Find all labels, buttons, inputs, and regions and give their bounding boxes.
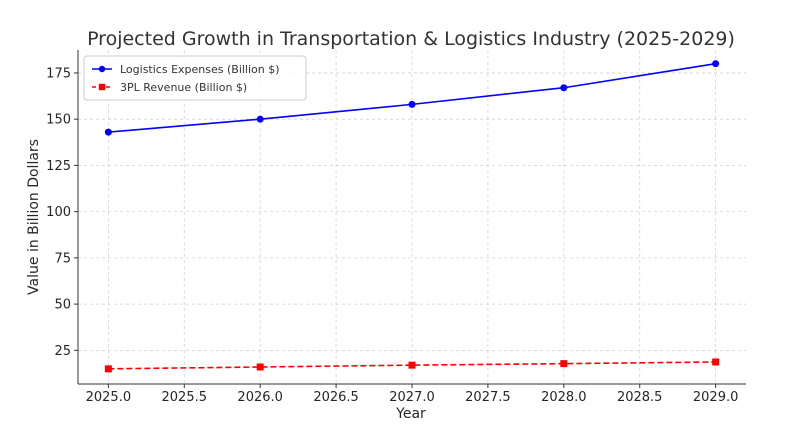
y-tick-label: 125 — [46, 159, 71, 174]
chart-title: Projected Growth in Transportation & Log… — [87, 28, 735, 50]
y-tick-label: 150 — [46, 113, 71, 128]
x-tick-label: 2027.0 — [389, 390, 435, 405]
x-tick-label: 2028.5 — [617, 390, 663, 405]
y-tick-label: 75 — [54, 251, 71, 266]
y-tick-label: 100 — [46, 205, 71, 220]
plot-area — [104, 60, 720, 373]
series-0-point — [256, 115, 264, 123]
x-tick-label: 2025.0 — [86, 390, 132, 405]
x-axis: 2025.0 2025.5 2026.0 2026.5 2027.0 2027.5 2028… — [86, 384, 739, 405]
legend: Logistics Expenses (Billion $) 3PL Revenu… — [83, 55, 307, 101]
legend-label-1: 3PL Revenue (Billion $) — [120, 81, 247, 94]
legend-marker-1 — [98, 83, 106, 91]
y-tick-label: 175 — [46, 66, 71, 81]
series-1-point — [408, 361, 416, 369]
x-tick-label: 2026.0 — [237, 390, 283, 405]
y-tick-label: 50 — [54, 298, 71, 313]
x-tick-label: 2029.0 — [693, 390, 739, 405]
series-0-point — [560, 84, 568, 92]
legend-box — [83, 55, 307, 101]
x-tick-label: 2027.5 — [465, 390, 511, 405]
series-0-point — [712, 60, 720, 68]
series-1-point — [712, 358, 720, 366]
y-axis-label: Value in Billion Dollars — [26, 139, 42, 295]
series-1-point — [256, 363, 264, 371]
y-axis: 25 50 75 100 125 150 175 — [46, 66, 78, 359]
x-tick-label: 2025.5 — [162, 390, 208, 405]
legend-marker-0 — [98, 65, 106, 73]
x-tick-label: 2026.5 — [313, 390, 359, 405]
legend-label-0: Logistics Expenses (Billion $) — [120, 63, 280, 76]
x-tick-label: 2028.0 — [541, 390, 587, 405]
y-tick-label: 25 — [54, 344, 71, 359]
series-0-point — [104, 128, 112, 136]
x-axis-label: Year — [395, 406, 426, 422]
grid — [78, 50, 746, 384]
series-1-point — [104, 365, 112, 373]
series-1-point — [560, 360, 568, 368]
series-line-1 — [108, 361, 716, 370]
series-0-point — [408, 100, 416, 108]
